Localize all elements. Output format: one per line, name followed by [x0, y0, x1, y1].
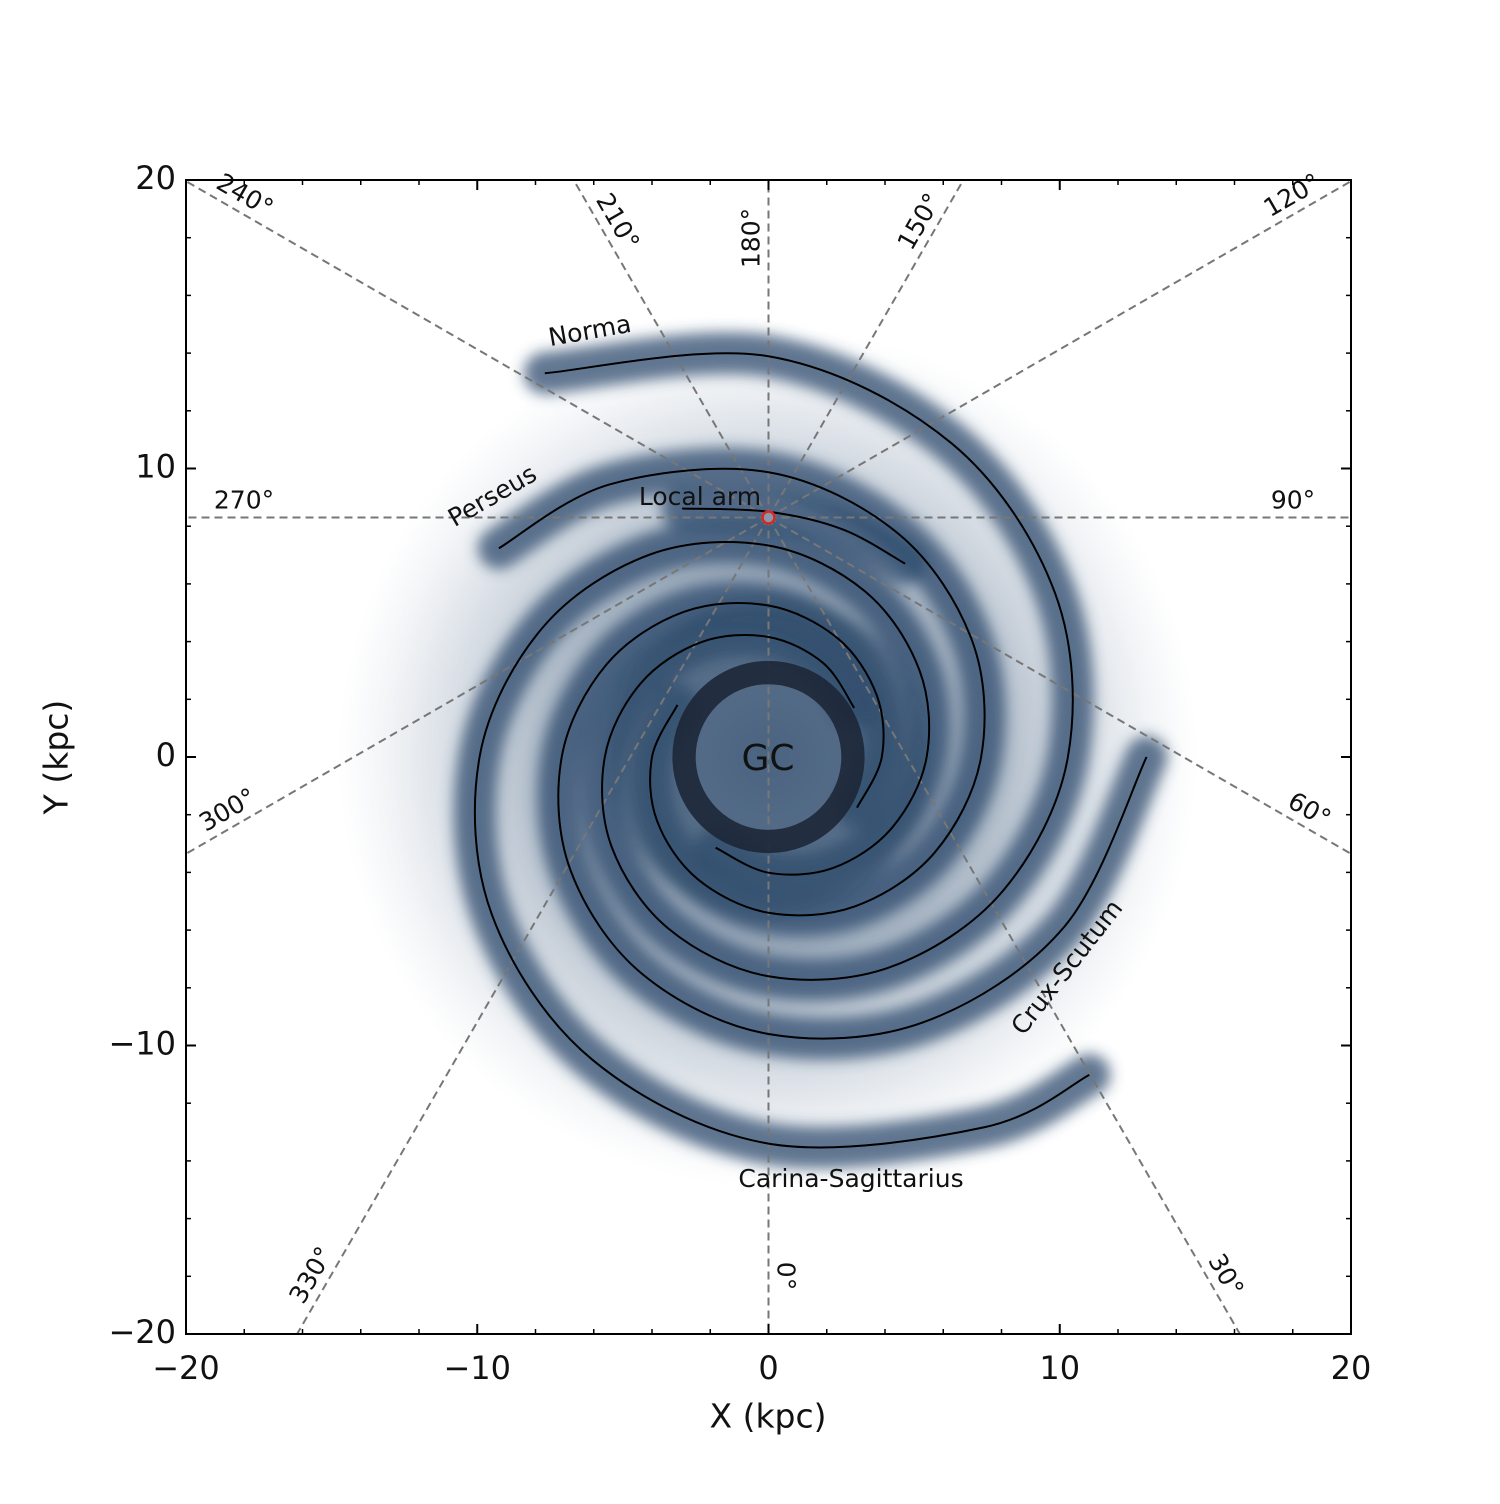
arm-label: Local arm	[639, 482, 761, 511]
sun-marker	[761, 510, 776, 525]
y-tick-label: 0	[156, 736, 176, 774]
plot-area	[186, 180, 1351, 1334]
arm-line	[682, 507, 906, 565]
longitude-line	[767, 517, 1241, 1334]
x-tick-label: 10	[1039, 1349, 1080, 1387]
x-tick-label: −20	[152, 1349, 220, 1387]
longitude-label: 0°	[772, 1262, 801, 1290]
x-axis-label: X (kpc)	[709, 1397, 826, 1436]
longitude-line	[186, 180, 769, 519]
longitude-line	[296, 517, 770, 1334]
y-tick-label: 10	[135, 448, 176, 486]
longitude-line	[768, 516, 1351, 855]
y-tick-label: −10	[108, 1025, 176, 1063]
x-tick-label: 0	[758, 1349, 778, 1387]
longitude-label: 90°	[1271, 486, 1315, 515]
longitude-line	[768, 180, 1351, 519]
arm-label: Carina-Sagittarius	[738, 1164, 963, 1193]
arm-line	[473, 541, 1090, 1149]
arm-line	[557, 602, 1148, 1040]
arm-line	[498, 467, 986, 917]
x-tick-label: 20	[1331, 1349, 1372, 1387]
y-tick-label: 20	[135, 159, 176, 197]
central-ring	[672, 660, 865, 854]
arm-lines	[473, 352, 1148, 1149]
y-tick-label: −20	[108, 1313, 176, 1351]
arm-line	[544, 352, 1074, 981]
longitude-line	[186, 516, 769, 855]
longitude-lines	[186, 180, 1351, 1334]
x-tick-label: −10	[443, 1349, 511, 1387]
center-label: GC	[741, 738, 794, 779]
longitude-label: 180°	[737, 208, 766, 268]
longitude-label: 270°	[214, 486, 274, 515]
y-axis-label: Y (kpc)	[37, 700, 76, 816]
